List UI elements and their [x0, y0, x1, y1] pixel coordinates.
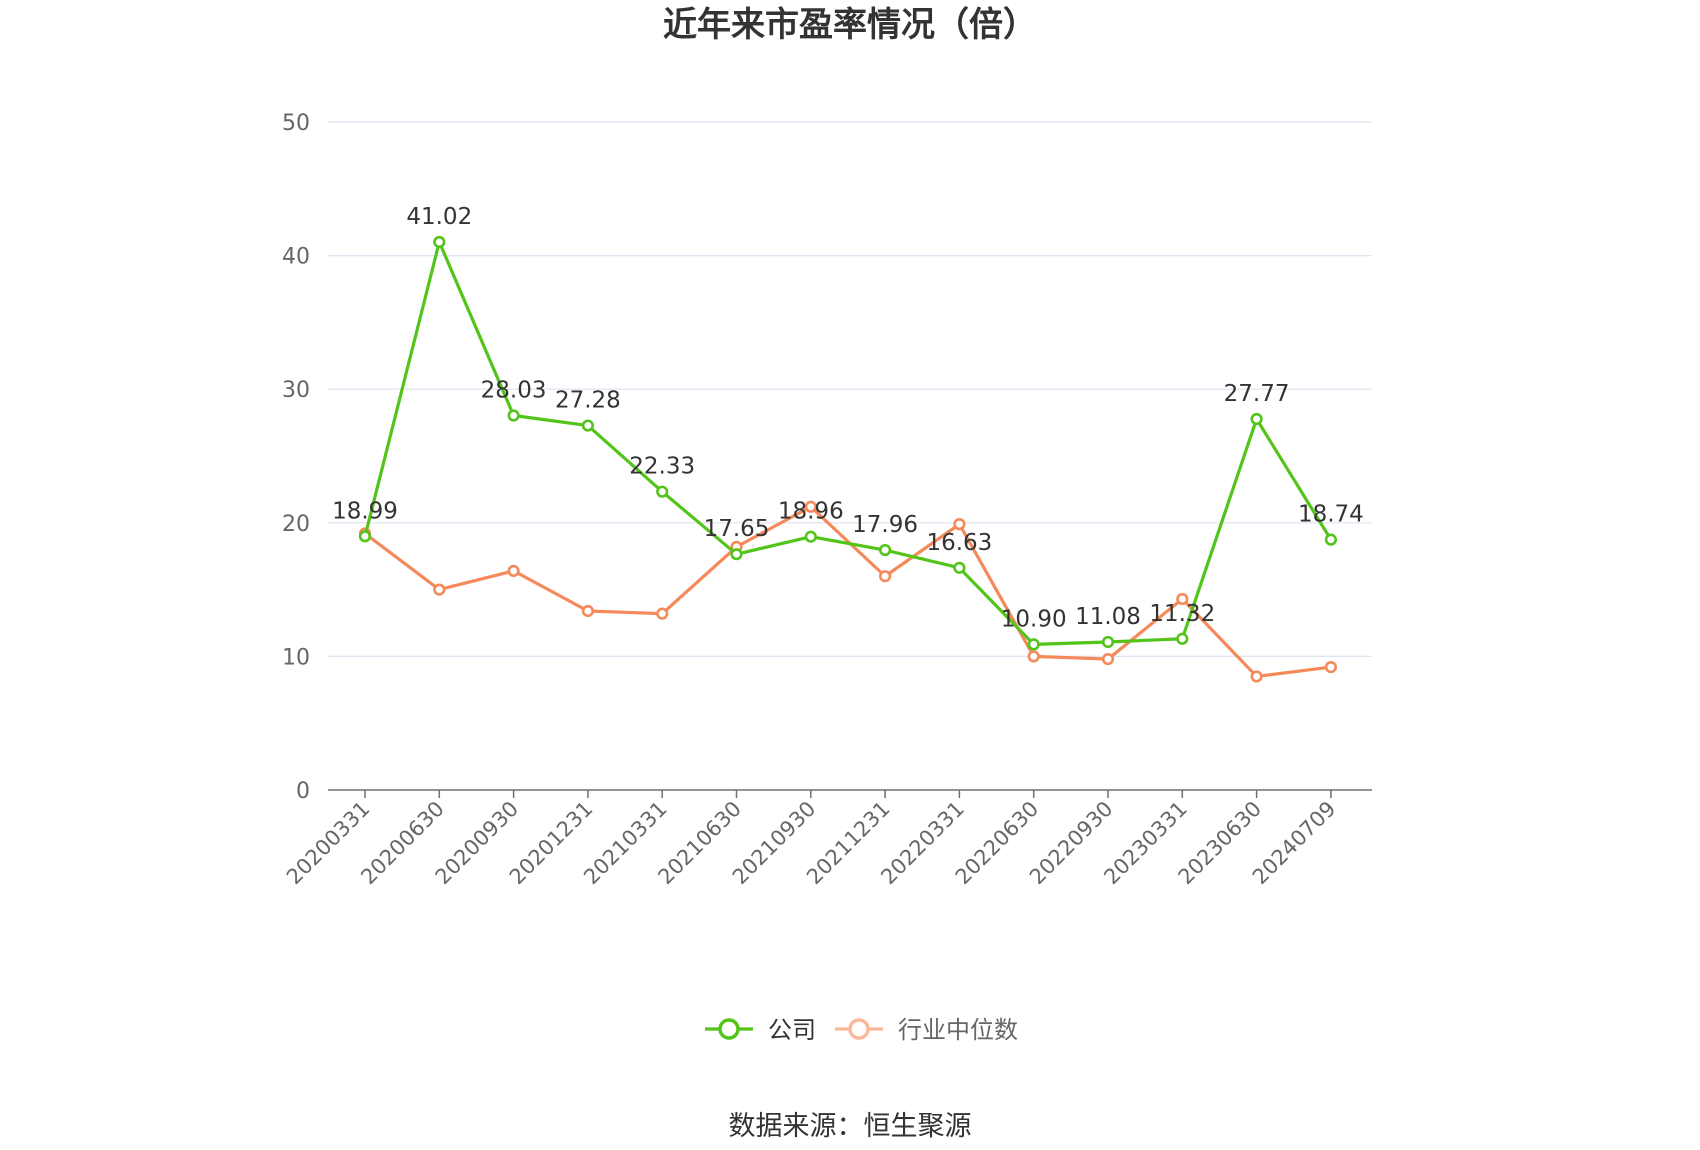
legend-marker — [848, 1018, 870, 1040]
legend-label[interactable]: 公司 — [768, 1016, 816, 1044]
legend-label[interactable]: 行业中位数 — [898, 1016, 1018, 1044]
data-labels: 18.99 41.02 28.03 27.28 22.33 17.65 18.96 17.96… — [332, 204, 1364, 632]
data-point[interactable] — [1176, 592, 1189, 606]
y-tick-label: 40 — [282, 245, 310, 270]
data-point[interactable] — [804, 530, 817, 543]
y-tick-label: 30 — [282, 378, 310, 403]
series-line-1 — [364, 505, 1332, 679]
y-tick-label: 10 — [282, 645, 310, 670]
data-point[interactable] — [878, 543, 892, 557]
data-point[interactable] — [1250, 670, 1263, 683]
data-point[interactable] — [1250, 412, 1263, 426]
data-point[interactable] — [730, 548, 743, 561]
data-point[interactable] — [433, 583, 446, 596]
legend: 公司 行业中位数 — [705, 1016, 1018, 1044]
data-label: 27.28 — [555, 388, 621, 414]
data-label: 41.02 — [406, 204, 472, 230]
data-point[interactable] — [1176, 632, 1189, 645]
data-point[interactable] — [656, 485, 669, 498]
data-label: 16.63 — [926, 530, 992, 556]
data-point[interactable] — [581, 419, 595, 432]
data-label: 11.32 — [1149, 601, 1215, 627]
chart-title: 近年来市盈率情况（倍） — [663, 5, 1037, 45]
data-label: 22.33 — [629, 454, 695, 480]
x-axis: 2020033120200630202009302020123120210331… — [282, 789, 1372, 889]
data-source: 数据来源：恒生聚源 — [729, 1111, 972, 1142]
data-point[interactable] — [1324, 660, 1337, 674]
data-point[interactable] — [1324, 533, 1337, 546]
data-point[interactable] — [581, 604, 595, 618]
data-label: 28.03 — [481, 378, 547, 404]
data-point[interactable] — [953, 518, 966, 531]
data-point[interactable] — [1101, 635, 1115, 649]
data-label: 27.77 — [1224, 381, 1290, 407]
data-point[interactable] — [507, 409, 520, 422]
data-point[interactable] — [1027, 650, 1040, 663]
data-label: 11.08 — [1075, 604, 1141, 630]
data-point[interactable] — [433, 235, 446, 249]
data-label: 18.96 — [778, 499, 844, 525]
data-point[interactable] — [358, 530, 372, 543]
data-point[interactable] — [953, 561, 966, 574]
series-lines — [358, 235, 1337, 683]
data-label: 18.99 — [332, 498, 398, 524]
data-point[interactable] — [1101, 652, 1115, 666]
data-point[interactable] — [878, 570, 892, 583]
data-label: 10.90 — [1001, 606, 1067, 632]
series-line-0 — [363, 240, 1333, 646]
data-point[interactable] — [656, 607, 669, 620]
y-axis: 0 10 20 30 40 50 — [282, 111, 310, 804]
data-point[interactable] — [804, 500, 817, 513]
data-label: 17.65 — [704, 516, 770, 542]
data-label: 18.74 — [1298, 502, 1364, 528]
y-tick-label: 20 — [282, 512, 310, 537]
y-tick-label: 50 — [282, 111, 310, 136]
y-tick-label: 0 — [296, 779, 310, 804]
data-point[interactable] — [507, 564, 520, 577]
data-point[interactable] — [1027, 638, 1040, 651]
data-label: 17.96 — [852, 512, 918, 538]
legend-marker — [718, 1018, 740, 1040]
